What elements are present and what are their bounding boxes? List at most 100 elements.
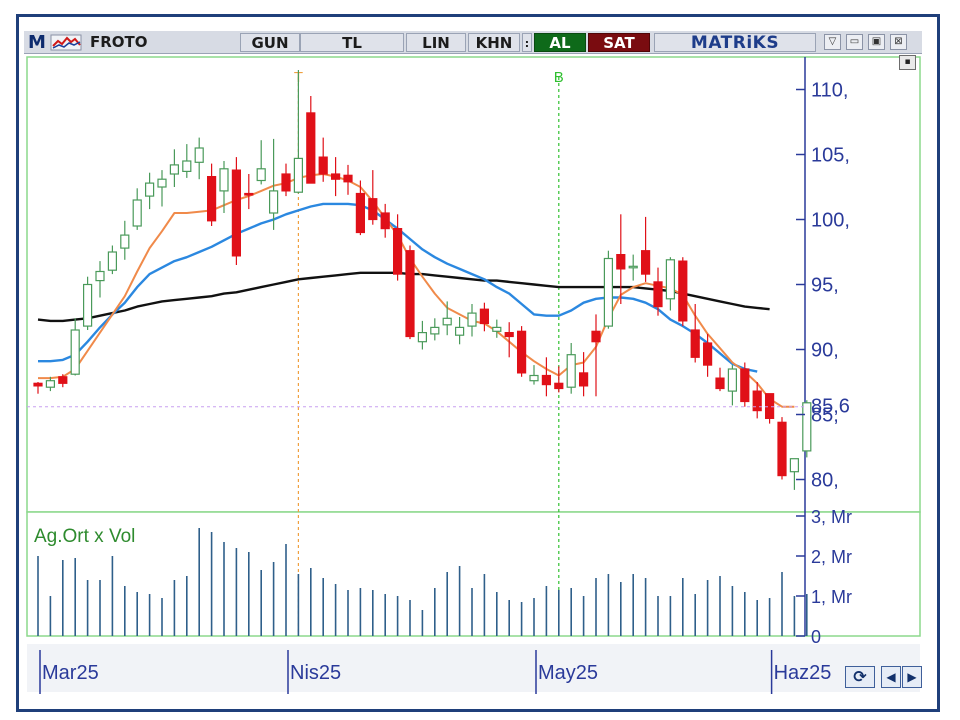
candle-down: [777, 421, 787, 477]
candle-up: [194, 147, 204, 163]
candle-down: [479, 308, 489, 325]
chart-type-icon[interactable]: [50, 33, 84, 52]
candle-down: [702, 342, 713, 366]
candle-down: [207, 176, 217, 222]
candle-up: [628, 265, 638, 269]
price-tick-label: 95,: [811, 275, 839, 297]
candle-up: [430, 326, 440, 335]
candle-down: [318, 156, 328, 175]
candle-up: [95, 270, 105, 282]
candle-up: [82, 283, 93, 327]
panel-pin-icon[interactable]: ▪: [899, 55, 916, 70]
price-tick-label: 80,: [811, 470, 839, 492]
candle-up: [107, 251, 118, 271]
candle-up: [169, 164, 179, 175]
candle-up: [45, 380, 56, 388]
candle-down: [306, 112, 316, 184]
candle-down: [380, 212, 390, 230]
candle-up: [603, 257, 614, 327]
candle-up: [455, 326, 465, 336]
candle-down: [653, 281, 663, 308]
candle-down: [752, 390, 762, 412]
price-panel: [26, 56, 921, 513]
price-tick-label: 105,: [811, 145, 850, 167]
minimize-icon[interactable]: ▭: [846, 34, 863, 50]
volume-tick-label: 3, Mr: [811, 507, 852, 527]
candle-up: [219, 168, 229, 192]
candle-up: [442, 317, 452, 326]
scroll-right-icon[interactable]: ▶: [902, 666, 922, 688]
candle-down: [690, 329, 700, 358]
price-tick-label: 100,: [811, 210, 850, 232]
candle-down: [516, 330, 527, 374]
time-tick-label: May25: [538, 662, 598, 684]
candle-up: [492, 326, 502, 332]
toolbar-separator: :: [522, 33, 532, 52]
candle-up: [70, 329, 80, 375]
candle-down: [231, 169, 241, 257]
symbol-selector[interactable]: FROTO: [90, 33, 148, 51]
candle-down: [678, 260, 688, 322]
candle-down: [281, 173, 291, 192]
candle-down: [58, 376, 68, 384]
candle-up: [132, 199, 142, 227]
candle-down: [355, 192, 365, 234]
signal-marker-label: B: [554, 69, 564, 86]
brand-label: MATRiKS: [654, 33, 816, 53]
last-price-label: 85,6: [811, 396, 850, 418]
candle-down: [331, 173, 341, 180]
candle-up: [145, 182, 155, 197]
candle-down: [578, 372, 589, 387]
candle-down: [368, 198, 378, 221]
candle-up: [269, 190, 279, 214]
close-icon[interactable]: ⊠: [890, 34, 907, 50]
khn-button[interactable]: KHN: [468, 33, 520, 52]
bottom-navigation: ⟳ ◀ ▶: [843, 662, 925, 692]
candle-down: [504, 332, 514, 338]
menu-m-button[interactable]: M: [28, 32, 46, 53]
candle-up: [120, 234, 130, 249]
candle-down: [33, 382, 43, 387]
candle-up: [665, 259, 676, 300]
candle-down: [740, 368, 750, 403]
volume-indicator-label: Ag.Ort x Vol: [34, 526, 135, 547]
candle-down: [591, 330, 601, 343]
maximize-icon[interactable]: ▣: [868, 34, 885, 50]
scroll-left-icon[interactable]: ◀: [881, 666, 901, 688]
candle-down: [640, 250, 651, 275]
candle-up: [417, 332, 427, 343]
candle-up: [789, 458, 800, 473]
candle-up: [467, 312, 477, 327]
period-button[interactable]: GUN: [240, 33, 300, 52]
candle-up: [566, 354, 576, 388]
volume-tick-label: 2, Mr: [811, 547, 852, 567]
scale-button[interactable]: LIN: [406, 33, 466, 52]
time-tick-label: Nis25: [290, 662, 341, 684]
candle-down: [405, 250, 415, 338]
volume-panel: [26, 511, 921, 637]
candle-up: [293, 157, 303, 193]
volume-tick-label: 0: [811, 627, 821, 647]
candle-down: [541, 374, 552, 386]
candle-down: [244, 192, 254, 196]
price-tick-label: 90,: [811, 340, 839, 362]
candle-up: [256, 168, 266, 182]
candle-up: [727, 368, 738, 392]
price-tick-label: 85,: [811, 405, 839, 427]
sma-long-line: [37, 271, 770, 323]
buy-button[interactable]: AL: [534, 33, 586, 52]
refresh-icon[interactable]: ⟳: [845, 666, 875, 688]
candle-up: [182, 160, 192, 172]
candle-down: [554, 382, 564, 390]
currency-button[interactable]: TL: [300, 33, 404, 52]
dropdown-icon[interactable]: ▽: [824, 34, 841, 50]
candle-up: [157, 178, 167, 188]
candle-down: [343, 174, 353, 183]
time-tick-label: Haz25: [774, 662, 832, 684]
candle-down: [393, 228, 403, 275]
candle-down: [616, 254, 626, 270]
price-tick-label: 110,: [811, 80, 848, 102]
sell-button[interactable]: SAT: [588, 33, 650, 52]
candle-up: [529, 374, 539, 382]
